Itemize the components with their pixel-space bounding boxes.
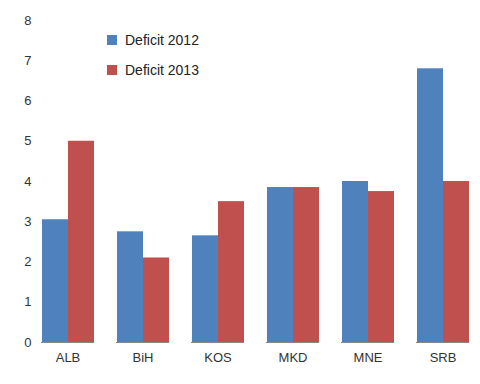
svg-text:7: 7 (24, 53, 31, 68)
svg-text:KOS: KOS (204, 350, 232, 365)
svg-text:3: 3 (24, 214, 31, 229)
html-text:Deficit 2012: Deficit 2012 (125, 32, 199, 48)
svg-text:ALB: ALB (56, 350, 81, 365)
svg-text:5: 5 (24, 133, 31, 148)
svg-text:6: 6 (24, 93, 31, 108)
svg-text:BiH: BiH (133, 350, 154, 365)
svg-text:0: 0 (24, 335, 31, 350)
svg-text:8: 8 (24, 13, 31, 28)
svg-text:SRB: SRB (430, 350, 457, 365)
svg-text:1: 1 (24, 294, 31, 309)
svg-text:MNE: MNE (354, 350, 383, 365)
svg-text:MKD: MKD (279, 350, 308, 365)
svg-text:2: 2 (24, 254, 31, 269)
svg-text:4: 4 (24, 174, 31, 189)
html-text:Deficit 2013: Deficit 2013 (125, 62, 199, 78)
